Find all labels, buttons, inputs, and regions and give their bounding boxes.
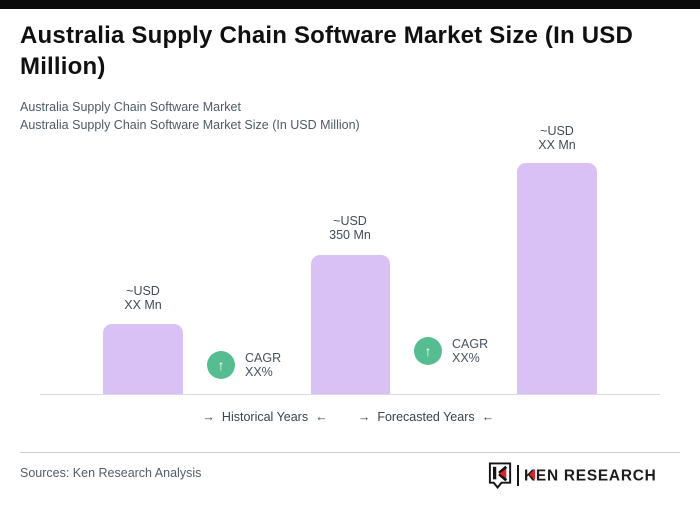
bar-value-line1: ~USD	[333, 214, 367, 228]
cagr-value: XX%	[452, 351, 480, 365]
right-arrow-icon: →	[357, 410, 371, 424]
cagr-value: XX%	[245, 365, 273, 379]
chart-subtitle-line2: Australia Supply Chain Software Market S…	[20, 118, 360, 132]
cagr-badge-circle-1: ↑	[207, 351, 235, 379]
chart-subtitle: Australia Supply Chain Software Market A…	[20, 98, 360, 134]
top-black-bar	[0, 0, 700, 9]
bar-value-line2: XX Mn	[124, 298, 162, 312]
chart-subtitle-line1: Australia Supply Chain Software Market	[20, 100, 241, 114]
bar-value-line1: ~USD	[126, 284, 160, 298]
x-axis-group-label: Historical Years	[221, 410, 309, 424]
bar-value-line2: XX Mn	[538, 138, 576, 152]
logo-red-triangle	[529, 469, 536, 480]
cagr-badge-text-2: CAGR XX%	[452, 337, 488, 365]
left-arrow-icon: ←	[315, 410, 328, 424]
page-title-line2: Million)	[20, 53, 106, 80]
cagr-label: CAGR	[245, 351, 282, 365]
footer-divider	[20, 452, 680, 453]
up-arrow-icon: ↑	[424, 343, 432, 359]
bar-value-label-historical: ~USD XX Mn	[93, 284, 193, 312]
bar-value-label-current: ~USD 350 Mn	[300, 214, 400, 242]
x-axis-baseline	[40, 394, 660, 395]
ken-research-logo-icon	[488, 462, 512, 489]
ken-research-logo: KEN RESEARCH	[487, 461, 657, 489]
cagr-badge-text-1: CAGR XX%	[245, 351, 281, 379]
x-axis-group-historical: → Historical Years ←	[175, 410, 355, 424]
bar-historical	[103, 324, 183, 395]
logo-divider	[517, 464, 519, 486]
up-arrow-icon: ↑	[217, 357, 225, 373]
page-title-line1: Australia Supply Chain Software Market S…	[20, 22, 633, 49]
cagr-badge-circle-2: ↑	[414, 337, 442, 365]
bar-current	[311, 255, 390, 395]
ken-research-wordmark: KEN RESEARCH	[524, 467, 657, 484]
right-arrow-icon: →	[202, 410, 215, 424]
bar-value-line1: ~USD	[540, 124, 574, 138]
cagr-label: CAGR	[452, 337, 489, 351]
x-axis-group-label: Forecasted Years	[377, 410, 475, 424]
bar-forecast	[517, 163, 597, 395]
left-arrow-icon: ←	[481, 410, 495, 424]
bar-value-line2: 350 Mn	[329, 228, 371, 242]
sources-text: Sources: Ken Research Analysis	[20, 466, 202, 480]
page-title: Australia Supply Chain Software Market S…	[20, 20, 692, 82]
bar-value-label-forecast: ~USD XX Mn	[507, 124, 607, 152]
logo-text: KEN RESEARCH	[524, 467, 657, 484]
x-axis-group-forecasted: → Forecasted Years ←	[336, 410, 516, 424]
